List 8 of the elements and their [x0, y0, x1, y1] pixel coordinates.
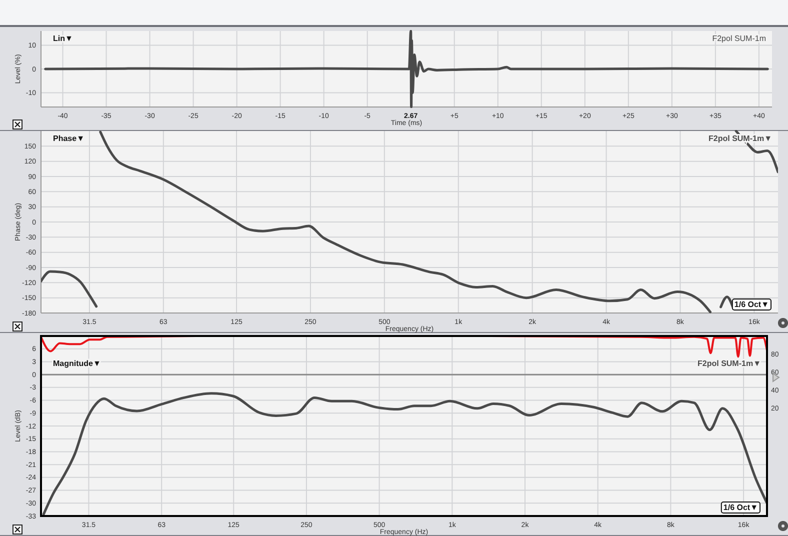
annotation: 1/6 Oct▼ — [723, 503, 758, 512]
text: F2pol SUM-1m — [712, 34, 766, 43]
annotation: 1/6 Oct▼ — [734, 300, 769, 309]
text: Magnitude▼ — [53, 359, 101, 368]
text: F2pol SUM-1m▼ — [698, 359, 761, 368]
chart-title: Phase▼ — [53, 134, 84, 143]
line-series — [44, 30, 769, 108]
chart-title: Lin▼ — [53, 34, 73, 43]
